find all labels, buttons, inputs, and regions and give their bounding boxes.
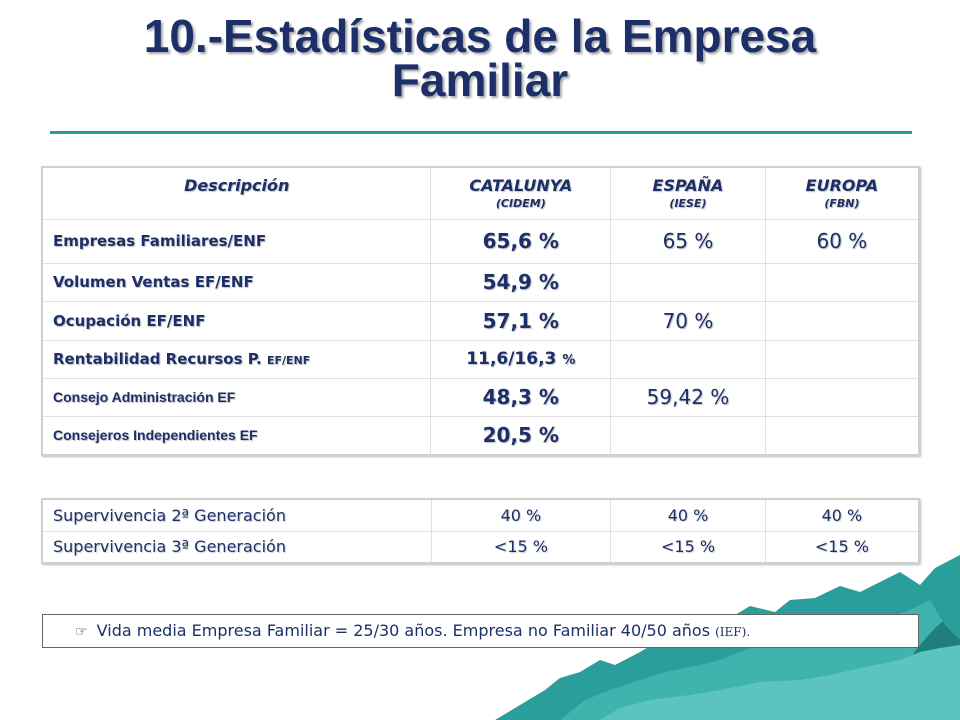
row-desc: Consejo Administración EF	[41, 377, 432, 417]
cell-espana	[610, 339, 766, 379]
title-divider	[50, 131, 912, 134]
cell-catalunya: 11,6/16,3 %	[430, 339, 612, 379]
cell-europa	[764, 339, 920, 379]
row-desc: Consejeros Independientes EF	[41, 415, 432, 456]
header-espana-source: (IESE)	[669, 197, 707, 210]
title-line-2: Familiar	[391, 54, 569, 106]
cell-europa: <15 %	[764, 530, 920, 564]
table-row: Volumen Ventas EF/ENF 54,9 %	[41, 262, 920, 302]
table-row: Supervivencia 3ª Generación <15 % <15 % …	[41, 530, 920, 564]
cell-catalunya: 54,9 %	[430, 262, 612, 302]
table-row: Empresas Familiares/ENF 65,6 % 65 % 60 %	[41, 218, 920, 264]
cell-europa	[764, 377, 920, 417]
cell-espana: 40 %	[610, 498, 766, 532]
note-box: ☞ Vida media Empresa Familiar = 25/30 añ…	[42, 614, 919, 648]
note-source: (IEF).	[715, 625, 751, 639]
row-desc: Ocupación EF/ENF	[41, 300, 432, 341]
row-desc: Supervivencia 2ª Generación	[41, 498, 432, 532]
cell-europa: 40 %	[764, 498, 920, 532]
statistics-table: Descripción CATALUNYA (CIDEM) ESPAÑA (IESE…	[41, 166, 920, 456]
cell-catalunya: 20,5 %	[430, 415, 612, 456]
pointing-hand-icon: ☞	[75, 624, 88, 640]
table-row: Rentabilidad Recursos P. EF/ENF 11,6/16,…	[41, 339, 920, 379]
header-espana: ESPAÑA (IESE)	[610, 166, 766, 220]
cell-europa	[764, 415, 920, 456]
cell-espana: 70 %	[610, 300, 766, 341]
row-desc: Volumen Ventas EF/ENF	[41, 262, 432, 302]
cell-espana	[610, 262, 766, 302]
header-europa: EUROPA (FBN)	[764, 166, 920, 220]
cell-europa: 60 %	[764, 218, 920, 264]
cell-europa	[764, 300, 920, 341]
page-title: 10.-Estadísticas de la Empresa Familiar	[60, 13, 900, 103]
cell-catalunya: 40 %	[430, 498, 612, 532]
note-text: Vida media Empresa Familiar = 25/30 años…	[96, 621, 711, 640]
row-desc: Supervivencia 3ª Generación	[41, 530, 432, 564]
header-europa-source: (FBN)	[824, 197, 860, 210]
header-descripcion: Descripción	[41, 166, 432, 220]
table-row: Consejeros Independientes EF 20,5 %	[41, 415, 920, 456]
cell-espana: <15 %	[610, 530, 766, 564]
cell-espana	[610, 415, 766, 456]
cell-espana: 59,42 %	[610, 377, 766, 417]
cell-catalunya: 57,1 %	[430, 300, 612, 341]
cell-catalunya: 48,3 %	[430, 377, 612, 417]
header-catalunya-source: (CIDEM)	[495, 197, 546, 210]
title-line-1: 10.-Estadísticas de la Empresa	[143, 10, 817, 62]
cell-europa	[764, 262, 920, 302]
cell-catalunya: <15 %	[430, 530, 612, 564]
row-desc: Empresas Familiares/ENF	[41, 218, 432, 264]
row-desc-suffix: EF/ENF	[266, 354, 311, 367]
row-desc: Rentabilidad Recursos P. EF/ENF	[41, 339, 432, 379]
cell-espana: 65 %	[610, 218, 766, 264]
table-header-row: Descripción CATALUNYA (CIDEM) ESPAÑA (IESE…	[41, 166, 920, 220]
survival-table: Supervivencia 2ª Generación 40 % 40 % 40…	[41, 498, 920, 564]
table-row: Consejo Administración EF 48,3 % 59,42 %	[41, 377, 920, 417]
header-catalunya: CATALUNYA (CIDEM)	[430, 166, 612, 220]
table-row: Ocupación EF/ENF 57,1 % 70 %	[41, 300, 920, 341]
table-row: Supervivencia 2ª Generación 40 % 40 % 40…	[41, 498, 920, 532]
cell-catalunya: 65,6 %	[430, 218, 612, 264]
